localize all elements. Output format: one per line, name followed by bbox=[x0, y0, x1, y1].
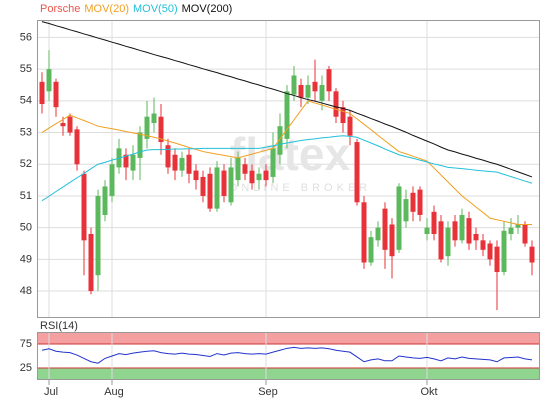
line bbox=[41, 135, 533, 202]
candle-body bbox=[445, 227, 451, 257]
candle-body bbox=[242, 164, 248, 174]
candle-body bbox=[515, 224, 521, 228]
candle-body bbox=[256, 173, 262, 181]
candle-body bbox=[137, 132, 143, 158]
candle-body bbox=[228, 167, 234, 203]
y-tick-label: 48 bbox=[20, 285, 32, 297]
candle-body bbox=[305, 84, 311, 98]
candle-body bbox=[459, 214, 465, 241]
y-tick-label: 25 bbox=[20, 362, 32, 374]
candle-body bbox=[207, 173, 213, 209]
candle-body bbox=[333, 91, 339, 117]
y-tick-label: 49 bbox=[20, 253, 32, 265]
candle-body bbox=[130, 154, 136, 171]
candle-body bbox=[67, 116, 73, 133]
x-tick-label: Sep bbox=[258, 386, 278, 398]
y-tick-label: 54 bbox=[20, 95, 32, 107]
candle-body bbox=[452, 221, 458, 241]
candle-body bbox=[361, 202, 367, 263]
candle-body bbox=[102, 186, 108, 215]
candle-body bbox=[424, 227, 430, 234]
candle-body bbox=[74, 129, 80, 165]
watermark: flatex bbox=[230, 128, 351, 180]
candle-body bbox=[200, 176, 206, 196]
candle-body bbox=[144, 116, 150, 139]
line bbox=[41, 346, 533, 364]
legend-entry: MOV(20) bbox=[84, 3, 129, 15]
candle-body bbox=[53, 81, 59, 108]
candle-body bbox=[410, 192, 416, 212]
line bbox=[41, 21, 533, 178]
x-tick-label: Okt bbox=[420, 386, 437, 398]
candle-body bbox=[172, 154, 178, 171]
candle-body bbox=[466, 218, 472, 244]
candle-body bbox=[291, 75, 297, 95]
candle-body bbox=[165, 145, 171, 168]
candle-body bbox=[389, 224, 395, 257]
candle-body bbox=[123, 154, 129, 168]
candle-body bbox=[60, 123, 66, 127]
y-tick-label: 75 bbox=[20, 338, 32, 350]
candle-body bbox=[235, 157, 241, 181]
y-tick-label: 53 bbox=[20, 126, 32, 138]
legend-entry: MOV(200) bbox=[182, 3, 233, 15]
candle-body bbox=[46, 69, 52, 92]
candle-body bbox=[221, 170, 227, 196]
candle-body bbox=[186, 154, 192, 174]
candle-body bbox=[473, 233, 479, 241]
y-tick-label: 50 bbox=[20, 222, 32, 234]
legend-entry: MOV(50) bbox=[133, 3, 178, 15]
candle-body bbox=[81, 173, 87, 241]
candle-body bbox=[347, 116, 353, 136]
line bbox=[41, 100, 532, 225]
x-tick-label: Aug bbox=[104, 386, 124, 398]
candle-body bbox=[326, 69, 332, 92]
candle-body bbox=[214, 167, 220, 209]
y-tick-label: 56 bbox=[20, 31, 32, 43]
candle-body bbox=[368, 237, 374, 263]
candle-body bbox=[88, 233, 94, 292]
candle-body bbox=[193, 170, 199, 181]
candle-body bbox=[151, 113, 157, 124]
candle-body bbox=[284, 91, 290, 139]
candle-body bbox=[501, 230, 507, 273]
candle-body bbox=[417, 189, 423, 215]
legend-name: Porsche bbox=[40, 3, 80, 15]
candle-body bbox=[494, 246, 500, 273]
candle-body bbox=[375, 227, 381, 241]
candle-body bbox=[249, 170, 255, 184]
candle-body bbox=[340, 107, 346, 124]
candle-body bbox=[319, 84, 325, 101]
candle-body bbox=[403, 199, 409, 222]
candle-body bbox=[312, 81, 318, 92]
candle-body bbox=[508, 227, 514, 234]
band bbox=[37, 332, 540, 344]
band bbox=[37, 368, 540, 380]
watermark-subtitle: ONLINE BROKER bbox=[229, 182, 371, 194]
candle-body bbox=[487, 243, 493, 260]
candle-body bbox=[109, 164, 115, 196]
candle-body bbox=[158, 116, 164, 143]
candle-body bbox=[382, 208, 388, 250]
candle-body bbox=[438, 221, 444, 260]
panel-label: RSI(14) bbox=[40, 320, 78, 332]
candle-body bbox=[298, 84, 304, 98]
candle-body bbox=[277, 126, 283, 155]
y-tick-label: 55 bbox=[20, 63, 32, 75]
y-tick-label: 52 bbox=[20, 158, 32, 170]
candle-body bbox=[522, 224, 528, 244]
candle-body bbox=[95, 195, 101, 276]
candle-body bbox=[431, 211, 437, 234]
candle-body bbox=[354, 142, 360, 203]
candle-body bbox=[529, 246, 535, 263]
candle-body bbox=[39, 81, 45, 105]
candle-body bbox=[179, 157, 185, 171]
candle-body bbox=[480, 240, 486, 250]
candle-body bbox=[270, 148, 276, 177]
candle-body bbox=[396, 186, 402, 250]
x-tick-label: Jul bbox=[44, 386, 58, 398]
candle-body bbox=[263, 170, 269, 181]
y-tick-label: 51 bbox=[20, 190, 32, 202]
